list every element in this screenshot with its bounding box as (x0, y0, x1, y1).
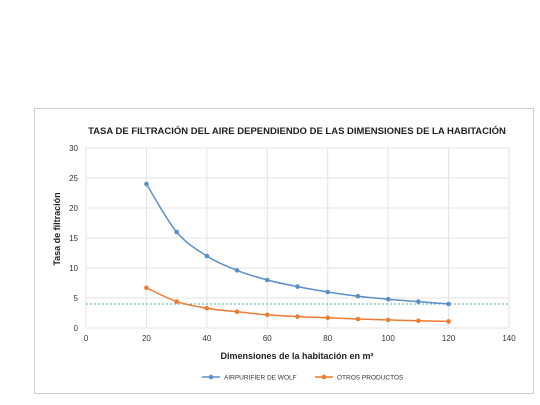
x-axis-title: Dimensiones de la habitación en m² (220, 351, 373, 361)
data-point (325, 289, 331, 295)
x-tick-label: 100 (381, 334, 395, 343)
legend-label: OTROS PRODUCTOS (337, 375, 404, 382)
line-chart: TASA DE FILTRACIÓN DEL AIRE DEPENDIENDO … (52, 125, 516, 382)
data-point (355, 316, 361, 322)
data-point (144, 181, 149, 187)
data-point (325, 315, 331, 321)
x-tick-label: 20 (142, 334, 151, 343)
x-tick-label: 120 (442, 334, 456, 343)
data-point (446, 301, 451, 307)
data-point (446, 319, 451, 324)
data-point (416, 299, 421, 304)
chart-title: TASA DE FILTRACIÓN DEL AIRE DEPENDIENDO … (88, 125, 506, 137)
data-point (355, 293, 361, 299)
x-tick-label: 140 (502, 334, 516, 343)
y-tick-label: 10 (69, 264, 78, 273)
data-point (204, 253, 210, 259)
chart-frame: TASA DE FILTRACIÓN DEL AIRE DEPENDIENDO … (34, 108, 534, 394)
data-point (264, 312, 270, 318)
data-point (174, 299, 179, 304)
data-point (234, 309, 240, 315)
data-point (295, 314, 300, 319)
legend: AIRPURIFIER DE WOLF OTROS PRODUCTOS (202, 375, 404, 382)
y-tick-label: 5 (74, 294, 79, 303)
y-tick-label: 25 (69, 174, 78, 183)
y-tick-label: 20 (69, 204, 78, 213)
legend-marker (321, 374, 327, 380)
x-tick-label: 40 (202, 334, 211, 343)
x-tick-label: 80 (323, 334, 332, 343)
legend-marker (208, 374, 214, 380)
data-point (385, 317, 391, 323)
data-point (204, 305, 210, 311)
data-point (295, 284, 300, 289)
x-tick-label: 0 (84, 334, 89, 343)
y-tick-label: 0 (74, 324, 79, 333)
y-axis-title: Tasa de filtración (52, 192, 62, 265)
data-point (264, 277, 270, 283)
data-point (385, 296, 391, 302)
data-point (416, 318, 421, 324)
data-point (144, 285, 149, 291)
legend-label: AIRPURIFIER DE WOLF (224, 375, 297, 382)
y-tick-label: 15 (69, 234, 78, 243)
y-tick-label: 30 (69, 144, 78, 153)
x-tick-label: 60 (263, 334, 272, 343)
data-point (174, 229, 179, 235)
data-point (234, 268, 240, 273)
